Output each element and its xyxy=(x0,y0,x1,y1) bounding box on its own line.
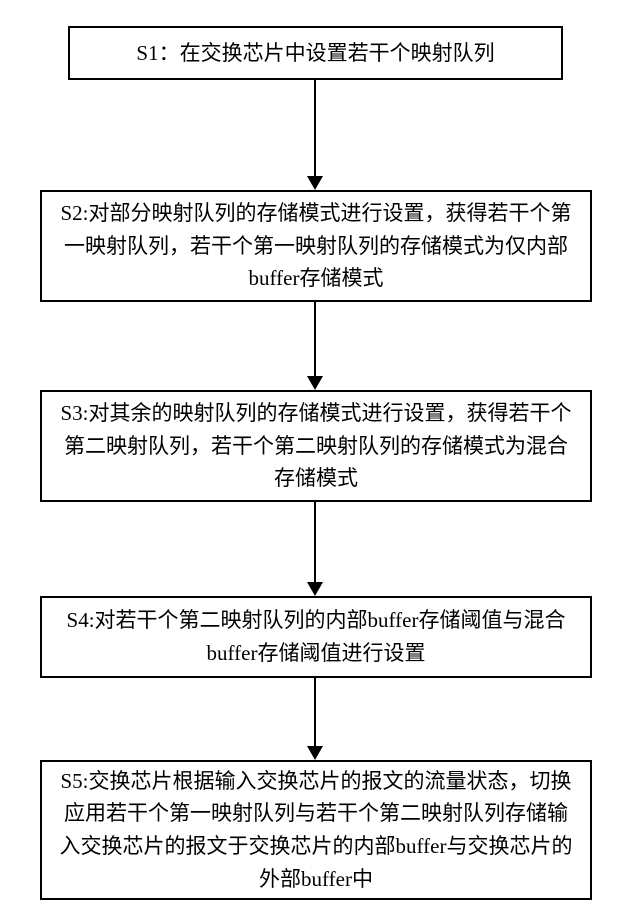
flowchart-arrow xyxy=(307,302,323,390)
step-text: S2:对部分映射队列的存储模式进行设置，获得若干个第一映射队列，若干个第一映射队… xyxy=(56,197,576,295)
step-text: S5:交换芯片根据输入交换芯片的报文的流量状态，切换应用若干个第一映射队列与若干… xyxy=(56,765,576,895)
arrow-line xyxy=(314,502,316,582)
arrow-line xyxy=(314,80,316,176)
flowchart-arrow xyxy=(307,678,323,760)
step-text: S4:对若干个第二映射队列的内部buffer存储阈值与混合buffer存储阈值进… xyxy=(56,604,576,669)
arrow-head-icon xyxy=(307,746,323,760)
flowchart-arrow xyxy=(307,502,323,596)
flowchart-step-s2: S2:对部分映射队列的存储模式进行设置，获得若干个第一映射队列，若干个第一映射队… xyxy=(40,190,592,302)
flowchart-step-s4: S4:对若干个第二映射队列的内部buffer存储阈值与混合buffer存储阈值进… xyxy=(40,596,592,678)
step-text: S1：在交换芯片中设置若干个映射队列 xyxy=(136,37,494,70)
arrow-head-icon xyxy=(307,176,323,190)
arrow-head-icon xyxy=(307,376,323,390)
flowchart-step-s5: S5:交换芯片根据输入交换芯片的报文的流量状态，切换应用若干个第一映射队列与若干… xyxy=(40,760,592,900)
flowchart-step-s3: S3:对其余的映射队列的存储模式进行设置，获得若干个第二映射队列，若干个第二映射… xyxy=(40,390,592,502)
arrow-head-icon xyxy=(307,582,323,596)
step-text: S3:对其余的映射队列的存储模式进行设置，获得若干个第二映射队列，若干个第二映射… xyxy=(56,397,576,495)
flowchart-step-s1: S1：在交换芯片中设置若干个映射队列 xyxy=(68,26,563,80)
arrow-line xyxy=(314,302,316,376)
flowchart-container: S1：在交换芯片中设置若干个映射队列 S2:对部分映射队列的存储模式进行设置，获… xyxy=(0,0,630,917)
flowchart-arrow xyxy=(307,80,323,190)
arrow-line xyxy=(314,678,316,746)
